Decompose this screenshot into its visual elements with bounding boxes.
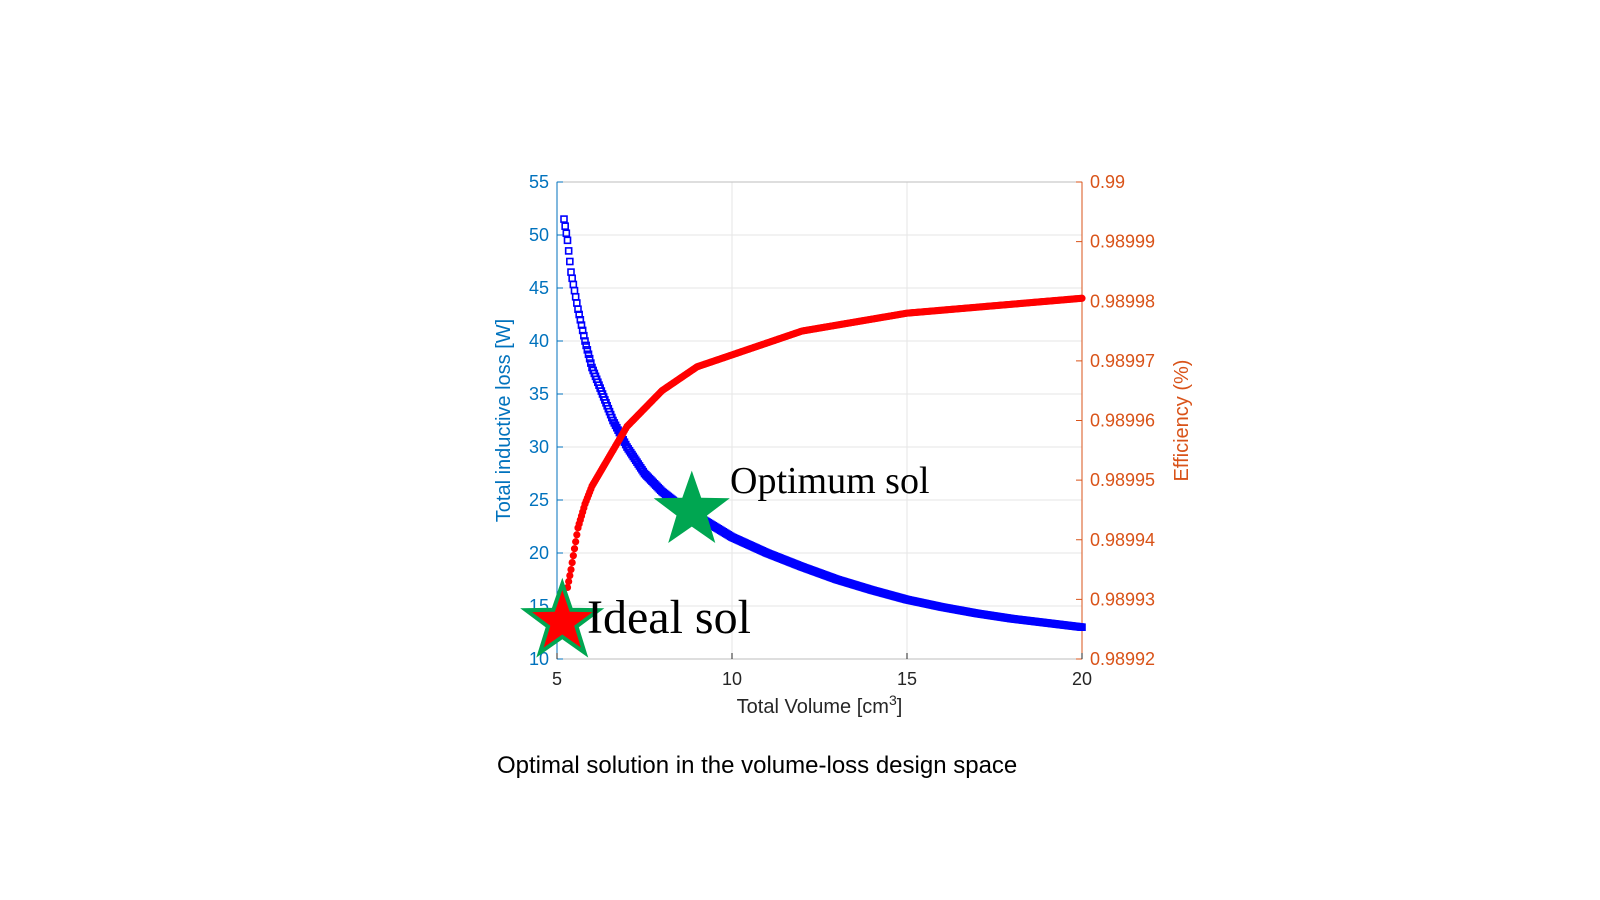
loss-point [573,299,581,307]
loss-point [571,293,580,301]
loss-point [585,354,594,363]
y-axis-label-right: Efficiency (%) [1171,360,1193,482]
efficiency-point [570,545,579,553]
right-tick-label: 0.98998 [1090,291,1155,311]
x-tick-label: 15 [897,669,917,689]
loss-point [582,341,590,350]
efficiency-point [568,559,576,567]
right-tick-label: 0.98999 [1090,232,1155,252]
efficiency-point [566,571,574,580]
efficiency-point [569,552,577,560]
loss-point [562,229,571,238]
series-loss [560,215,1086,632]
right-tick-label: 0.98996 [1090,411,1155,431]
right-tick-label: 0.98995 [1090,470,1155,490]
right-tick-label: 0.99 [1090,172,1125,192]
ideal-star-icon [520,577,605,658]
loss-point [584,350,593,359]
ideal-sol-label: Ideal sol [587,591,751,644]
left-tick-label: 35 [529,384,549,404]
loss-point [567,268,575,276]
loss-point [568,274,576,283]
x-tick-label: 5 [552,669,562,689]
y-axis-label-left: Total inductive loss [W] [493,319,515,522]
left-tick-label: 40 [529,331,549,351]
x-axis: 5 10 15 20 [552,653,1092,689]
loss-point [583,346,592,354]
loss-point [1078,623,1086,632]
left-tick-label: 10 [529,649,549,669]
left-tick-label: 20 [529,543,549,563]
x-tick-label: 20 [1072,669,1092,689]
loss-point [563,236,572,245]
loss-point [566,257,574,266]
left-tick-label: 55 [529,172,549,192]
efficiency-point [565,577,573,586]
optimum-sol-label: Optimum sol [730,460,930,502]
loss-point [581,337,589,345]
loss-point [569,280,578,289]
left-tick-label: 25 [529,490,549,510]
loss-point [564,247,573,255]
loss-point [570,286,579,295]
right-tick-label: 0.98997 [1090,351,1155,371]
series-efficiency [563,294,1086,592]
left-tick-label: 30 [529,437,549,457]
loss-point [561,222,569,230]
x-tick-label: 10 [722,669,742,689]
loss-point [560,215,568,223]
left-tick-label: 45 [529,278,549,298]
efficiency-point [567,565,575,574]
right-tick-label: 0.98994 [1090,530,1155,550]
x-axis-label: Total Volume [cm3] [737,692,903,718]
right-tick-label: 0.98992 [1090,649,1155,669]
annotations: Optimum sol Ideal sol [520,460,930,658]
left-tick-label: 50 [529,225,549,245]
right-y-axis: 0.98992 0.98993 0.98994 0.98995 0.98996 0.989… [1076,172,1155,669]
figure-caption: Optimal solution in the volume-loss desi… [497,752,1018,779]
efficiency-point [573,531,581,539]
loss-point [587,359,595,367]
efficiency-point [572,538,580,546]
efficiency-point [1078,294,1086,302]
right-tick-label: 0.98993 [1090,589,1155,609]
optimum-star-icon [653,470,730,543]
